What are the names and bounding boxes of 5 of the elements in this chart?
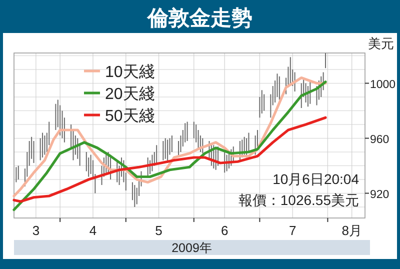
ylabel: 美元	[368, 36, 394, 51]
xlabel: 2009年	[172, 241, 212, 255]
annotation: 報價：1026.55美元	[238, 192, 359, 208]
annotation: 10月6日20:04	[272, 171, 359, 187]
title: 倫敦金走勢	[148, 7, 252, 30]
